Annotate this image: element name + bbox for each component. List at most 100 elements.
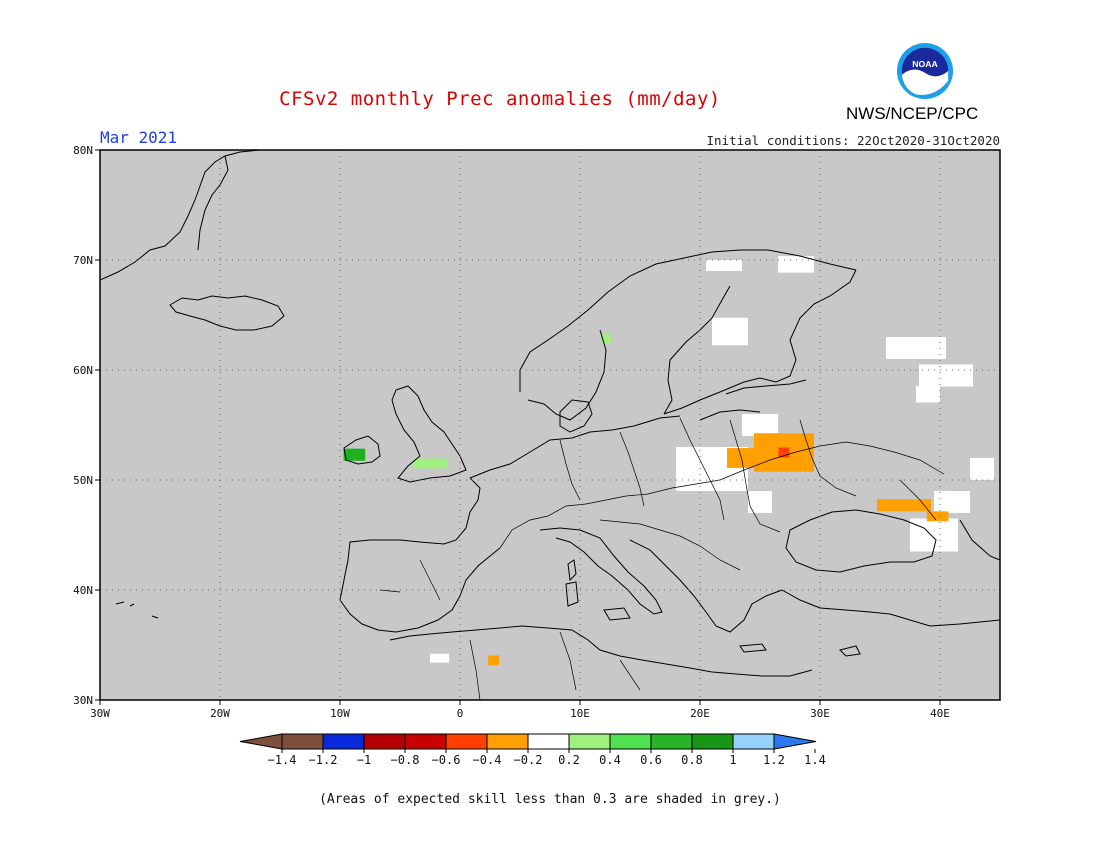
coastline-baltic (699, 379, 807, 421)
near-zero-cell (970, 458, 994, 480)
anomaly-cell (877, 499, 931, 512)
near-zero-cell (916, 385, 940, 403)
legend-swatch (445, 733, 488, 750)
coastline-ireland (343, 435, 381, 465)
borders-layer (379, 417, 945, 700)
gridlines (100, 150, 1000, 700)
anomaly-layer (343, 334, 949, 666)
lon-tick-label: 10W (330, 707, 350, 720)
border-2 (559, 417, 725, 521)
anomaly-cell (343, 448, 366, 461)
coastline-cyprus (839, 645, 861, 657)
legend-swatch (281, 733, 324, 750)
legend-label: −0.8 (391, 753, 420, 767)
coastline-azores (115, 601, 159, 619)
legend-swatch (486, 733, 529, 750)
coastline-iberia (339, 477, 501, 633)
border-6 (469, 631, 641, 700)
anomaly-cell (488, 655, 499, 666)
legend-swatch (322, 733, 365, 750)
coastline-black-sea (785, 509, 937, 573)
legend-swatch (527, 733, 570, 750)
coastline-corsica (567, 559, 577, 582)
border-1 (499, 441, 945, 549)
near-zero-cell (886, 337, 946, 359)
coastline-greenland (100, 150, 261, 281)
lat-tick-label: 50N (73, 474, 93, 487)
lat-tick-label: 70N (73, 254, 93, 267)
anomaly-cell (413, 458, 447, 469)
coastline-italy (539, 527, 663, 615)
lon-tick-label: 40E (930, 707, 950, 720)
legend-label: −0.6 (432, 753, 461, 767)
border-3 (729, 419, 857, 533)
noaa-logo-icon: NOAA (896, 42, 954, 100)
legend-swatch (568, 733, 611, 750)
lat-tick-label: 80N (73, 144, 93, 157)
skill-footnote: (Areas of expected skill less than 0.3 a… (319, 792, 781, 807)
near-zero-cell (778, 256, 814, 273)
coastline-sardinia (565, 581, 579, 607)
legend-arrow-high (773, 733, 817, 750)
legend-label: −1 (357, 753, 371, 767)
anomaly-cell (602, 334, 611, 345)
near-zero-cell (742, 414, 778, 436)
legend-label: 0.6 (640, 753, 662, 767)
legend-swatch (691, 733, 734, 750)
coastline-north-africa (389, 625, 813, 677)
logo-text: NOAA (912, 59, 938, 69)
legend-label: −1.4 (268, 753, 297, 767)
lon-tick-label: 30W (90, 707, 110, 720)
lon-tick-label: 20E (690, 707, 710, 720)
legend-label: −0.2 (514, 753, 543, 767)
coastline-anatolia (781, 589, 1000, 627)
legend-label: 1.4 (804, 753, 826, 767)
border-4 (599, 519, 741, 571)
near-zero-cell (430, 653, 450, 663)
legend-label: 1 (729, 753, 736, 767)
map-title: CFSv2 monthly Prec anomalies (mm/day) (0, 88, 1100, 110)
coastline-caspian (959, 519, 1000, 561)
map-frame (99, 149, 1001, 701)
legend-swatch (650, 733, 693, 750)
legend-label: 0.4 (599, 753, 621, 767)
coastline-denmark (559, 399, 593, 433)
legend-swatch (732, 733, 775, 750)
near-zero-cell (706, 260, 742, 271)
near-zero-cell (748, 491, 772, 513)
legend-label: 0.2 (558, 753, 580, 767)
coastline-sicily (603, 607, 631, 621)
forecast-month: Mar 2021 (100, 128, 178, 147)
legend-label: 1.2 (763, 753, 785, 767)
legend-label: −1.2 (309, 753, 338, 767)
legend-swatch (404, 733, 447, 750)
coastline-scandinavia (519, 249, 857, 421)
lat-tick-label: 30N (73, 694, 93, 707)
anomaly-cell (727, 448, 769, 468)
lon-tick-label: 20W (210, 707, 230, 720)
near-zero-cell (934, 491, 970, 513)
anomaly-cell (926, 511, 949, 522)
coastline-balkans (629, 539, 783, 633)
coastline-north-europe (469, 415, 681, 479)
near-zero-cell (919, 364, 973, 387)
coastline-crete (739, 643, 767, 653)
legend-swatch (363, 733, 406, 750)
legend-arrow-low (239, 733, 283, 750)
lon-tick-label: 30E (810, 707, 830, 720)
coastline-britain (391, 385, 467, 483)
legend-swatch (609, 733, 652, 750)
legend-label: 0.8 (681, 753, 703, 767)
map-background (100, 150, 1000, 700)
map-title-text: CFSv2 monthly Prec anomalies (mm/day) (279, 88, 721, 110)
legend-label: −0.4 (473, 753, 502, 767)
lon-tick-label: 10E (570, 707, 590, 720)
agency-label: NWS/NCEP/CPC (846, 104, 979, 123)
initial-conditions: Initial conditions: 22Oct2020-31Oct2020 (706, 133, 1001, 148)
lat-tick-label: 60N (73, 364, 93, 377)
near-zero-cell (712, 317, 748, 346)
coastline-layer (100, 150, 1000, 677)
